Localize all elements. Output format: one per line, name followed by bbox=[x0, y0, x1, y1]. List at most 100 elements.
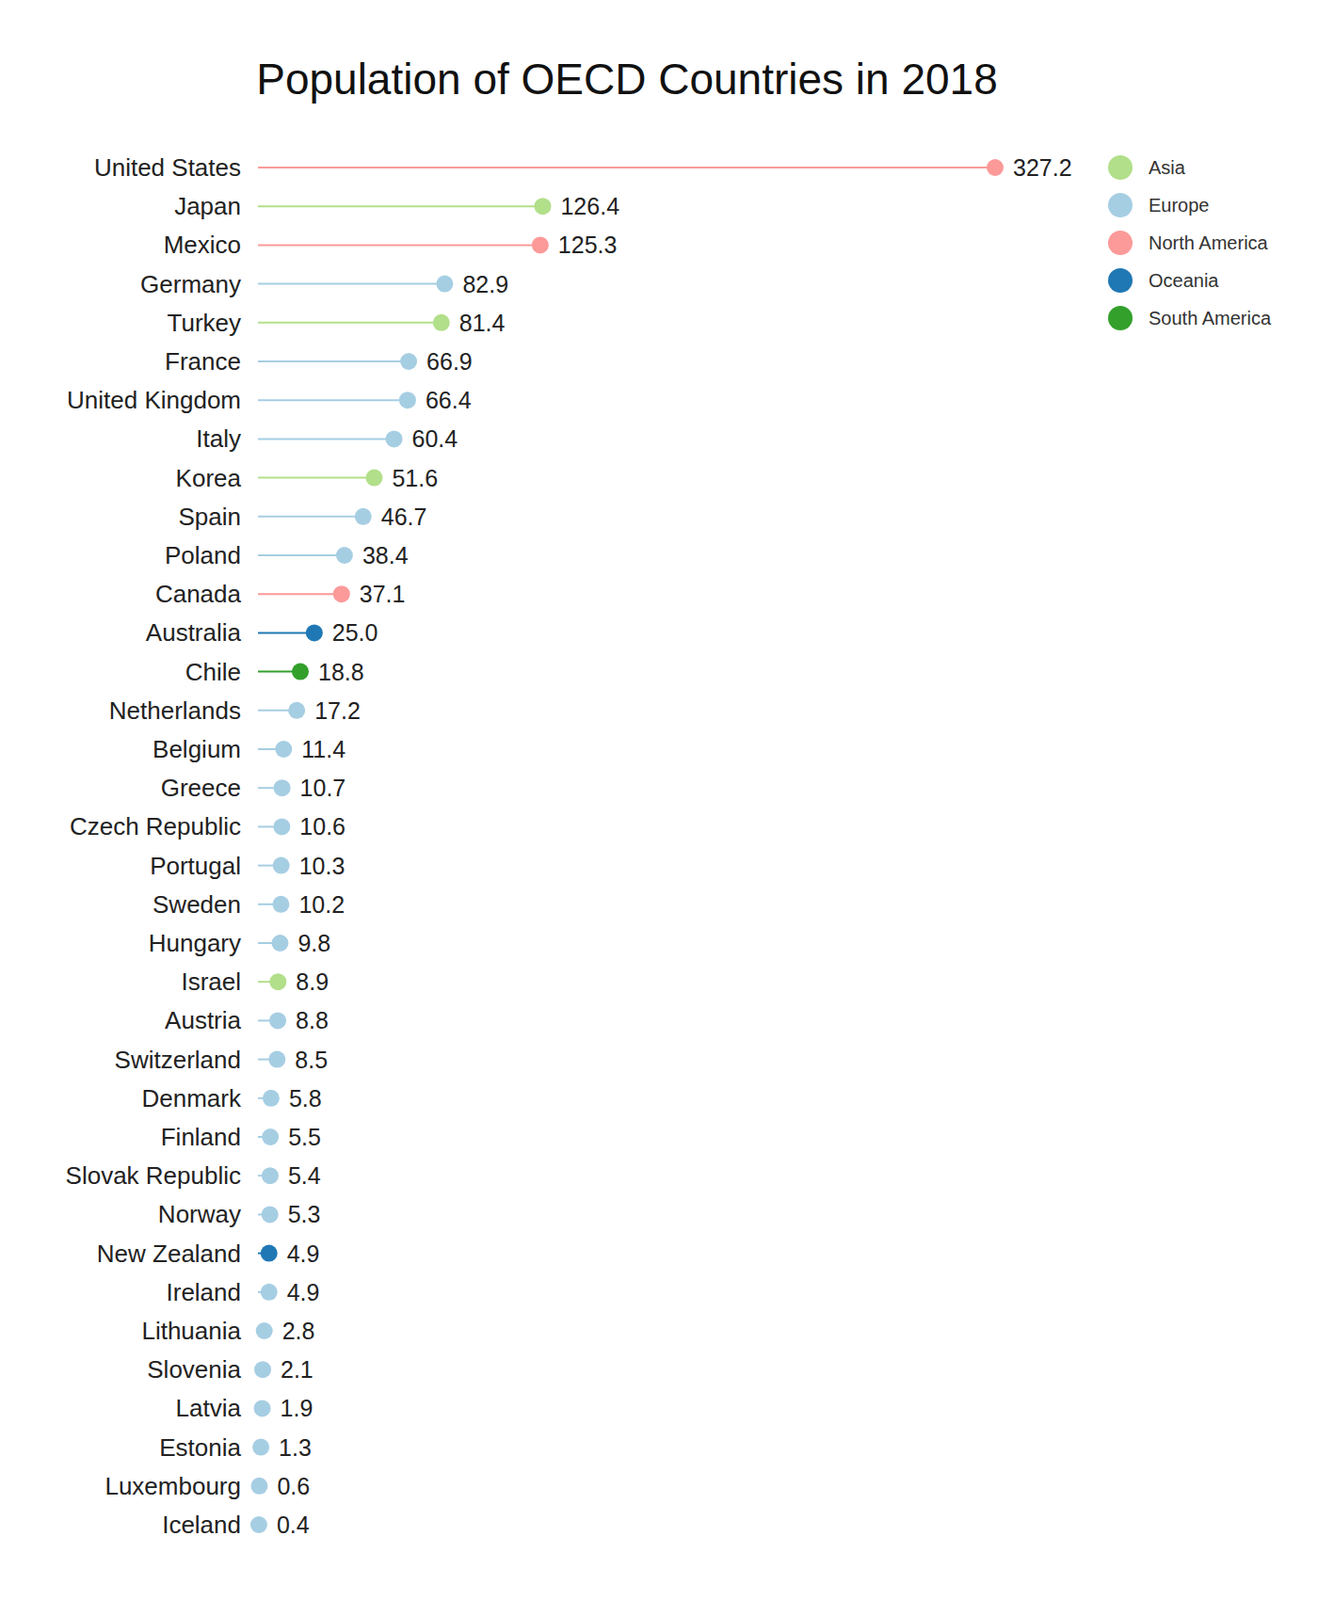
stems bbox=[257, 167, 996, 1526]
stem bbox=[257, 283, 445, 286]
data-label: 10.6 bbox=[299, 813, 346, 840]
category-label: Austria bbox=[164, 1006, 242, 1035]
dot bbox=[365, 469, 383, 487]
category-label: Portugal bbox=[149, 851, 242, 881]
dot bbox=[400, 353, 418, 370]
category-label: Chile bbox=[185, 658, 242, 687]
data-label: 18.8 bbox=[318, 659, 365, 686]
data-label: 4.9 bbox=[287, 1240, 321, 1268]
data-label: 4.9 bbox=[287, 1279, 321, 1306]
stem bbox=[257, 515, 364, 518]
category-label: Norway bbox=[158, 1200, 242, 1229]
legend-label: South America bbox=[1148, 307, 1272, 329]
category-label: Denmark bbox=[142, 1084, 242, 1113]
category-label: Japan bbox=[174, 192, 242, 221]
data-label: 0.6 bbox=[276, 1473, 310, 1500]
category-label: Switzerland bbox=[114, 1045, 242, 1075]
category-label: United Kingdom bbox=[66, 385, 242, 415]
data-label: 66.9 bbox=[426, 348, 473, 375]
dot bbox=[435, 275, 453, 293]
data-label: 81.4 bbox=[459, 309, 506, 337]
category-label: Latvia bbox=[176, 1394, 242, 1423]
stem bbox=[257, 205, 543, 208]
data-label: 46.7 bbox=[381, 503, 428, 531]
dot bbox=[354, 508, 372, 526]
category-label: Finland bbox=[160, 1123, 242, 1152]
dot bbox=[269, 1012, 287, 1029]
stem bbox=[257, 554, 345, 557]
dot bbox=[305, 624, 323, 642]
data-label: 2.1 bbox=[280, 1356, 314, 1383]
category-label: Sweden bbox=[152, 890, 242, 919]
data-label: 60.4 bbox=[412, 425, 459, 452]
category-label: Turkey bbox=[167, 308, 242, 338]
legend-swatch bbox=[1108, 155, 1133, 180]
stem bbox=[257, 243, 541, 246]
legend-swatch bbox=[1108, 268, 1133, 293]
category-label: Germany bbox=[140, 270, 242, 299]
data-label: 66.4 bbox=[425, 386, 472, 414]
dot bbox=[291, 663, 309, 681]
data-label: 8.5 bbox=[294, 1046, 328, 1074]
data-label: 126.4 bbox=[560, 192, 620, 220]
dot bbox=[261, 1205, 279, 1223]
category-label: Mexico bbox=[163, 230, 242, 259]
stem bbox=[257, 360, 409, 363]
dot bbox=[252, 1439, 270, 1457]
data-label: 82.9 bbox=[462, 271, 509, 298]
legend: AsiaEuropeNorth AmericaOceaniaSouth Amer… bbox=[1108, 155, 1272, 331]
dot bbox=[433, 314, 451, 332]
dot bbox=[268, 1051, 286, 1069]
dot bbox=[288, 702, 306, 720]
data-label: 5.8 bbox=[289, 1085, 322, 1112]
dot bbox=[274, 740, 292, 758]
category-label: Netherlands bbox=[109, 696, 242, 725]
category-label: Slovak Republic bbox=[65, 1161, 242, 1190]
data-label: 37.1 bbox=[359, 580, 406, 608]
dot bbox=[269, 973, 287, 991]
category-label: New Zealand bbox=[96, 1239, 242, 1269]
category-label: Ireland bbox=[166, 1278, 242, 1307]
category-label: Korea bbox=[176, 464, 242, 493]
dot bbox=[385, 430, 403, 448]
dot bbox=[273, 779, 291, 797]
dot bbox=[271, 934, 289, 952]
category-label: Israel bbox=[180, 967, 242, 997]
data-label: 0.4 bbox=[276, 1511, 310, 1539]
stem bbox=[257, 477, 374, 480]
category-label: Poland bbox=[164, 541, 242, 570]
data-label: 11.4 bbox=[301, 736, 346, 763]
data-label: 17.2 bbox=[314, 697, 361, 724]
category-label: Luxembourg bbox=[104, 1472, 242, 1501]
category-label: Italy bbox=[195, 424, 242, 453]
dot bbox=[272, 896, 290, 914]
dot bbox=[533, 197, 551, 215]
category-label: United States bbox=[94, 153, 242, 182]
data-label: 327.2 bbox=[1012, 154, 1073, 181]
data-label: 51.6 bbox=[391, 465, 438, 492]
dot bbox=[399, 391, 417, 409]
category-label: Greece bbox=[160, 773, 242, 803]
data-label: 5.5 bbox=[288, 1124, 322, 1151]
category-label: Lithuania bbox=[141, 1317, 242, 1346]
category-label: Spain bbox=[178, 502, 242, 531]
stem bbox=[257, 399, 408, 402]
category-label: Belgium bbox=[152, 735, 242, 764]
data-label: 5.4 bbox=[288, 1162, 322, 1190]
dot bbox=[260, 1284, 278, 1302]
category-label: Iceland bbox=[161, 1510, 242, 1540]
stem bbox=[257, 321, 442, 324]
legend-label: North America bbox=[1148, 232, 1270, 254]
dots bbox=[250, 159, 1004, 1534]
dot bbox=[256, 1322, 274, 1340]
legend-swatch bbox=[1108, 230, 1133, 256]
legend-label: Europe bbox=[1148, 194, 1210, 216]
dot bbox=[260, 1245, 278, 1263]
dot bbox=[261, 1128, 279, 1146]
dot bbox=[254, 1361, 272, 1379]
dot bbox=[261, 1167, 279, 1185]
dot bbox=[273, 818, 290, 836]
data-label: 9.8 bbox=[297, 930, 331, 957]
dot bbox=[250, 1478, 268, 1495]
data-label: 125.3 bbox=[558, 231, 618, 258]
